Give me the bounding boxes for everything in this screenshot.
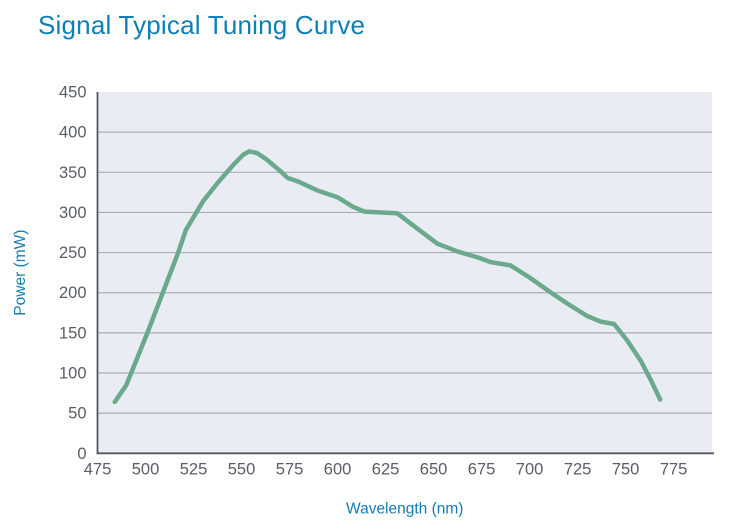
x-tick-label: 625 <box>372 460 400 478</box>
y-tick-label: 150 <box>59 324 87 342</box>
x-tick-label: 575 <box>276 460 304 478</box>
y-tick-label: 50 <box>68 405 86 423</box>
y-tick-label: 100 <box>59 365 87 383</box>
y-axis-title: Power (mW) <box>12 230 29 316</box>
x-axis-title: Wavelength (nm) <box>346 500 463 517</box>
y-tick-label: 300 <box>59 204 87 222</box>
x-tick-label: 750 <box>612 460 640 478</box>
plot-area <box>97 92 712 454</box>
y-tick-label: 0 <box>77 445 86 463</box>
y-tick-label: 350 <box>59 164 87 182</box>
x-tick-label: 525 <box>180 460 208 478</box>
x-tick-label: 700 <box>516 460 544 478</box>
y-tick-label: 200 <box>59 284 87 302</box>
y-tick-label: 400 <box>59 124 87 142</box>
y-tick-label: 250 <box>59 244 87 262</box>
x-tick-label: 725 <box>564 460 592 478</box>
x-tick-label: 675 <box>468 460 496 478</box>
x-tick-label: 775 <box>660 460 688 478</box>
chart-title: Signal Typical Tuning Curve <box>38 10 366 40</box>
x-tick-label: 500 <box>132 460 160 478</box>
x-tick-label: 650 <box>420 460 448 478</box>
x-tick-label: 550 <box>228 460 256 478</box>
y-tick-label: 450 <box>59 84 87 102</box>
tuning-curve-line <box>112 149 663 405</box>
x-tick-label: 600 <box>324 460 352 478</box>
x-tick-label: 475 <box>84 460 112 478</box>
